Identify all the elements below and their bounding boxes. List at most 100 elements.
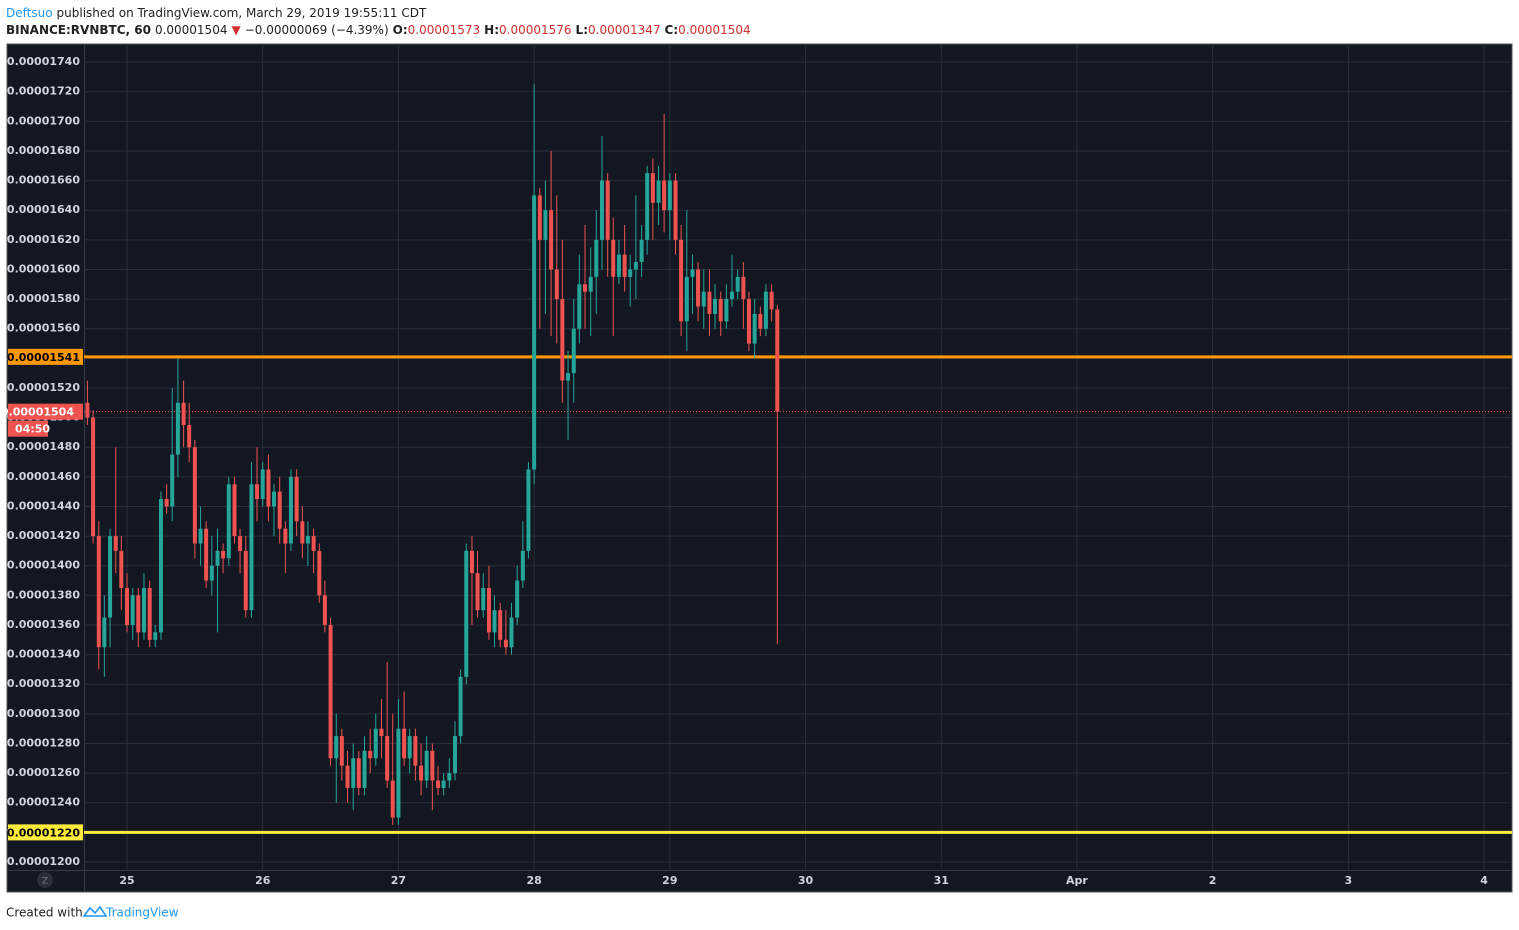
ohlc-label: C: — [665, 23, 679, 37]
symbol: BINANCE:RVNBTC, 60 — [6, 23, 151, 37]
candle-body — [475, 573, 480, 611]
candle-body — [469, 550, 474, 574]
last-price-bg — [8, 403, 83, 420]
candle-body — [130, 595, 135, 625]
axis-icon[interactable]: Z — [42, 877, 48, 887]
pane — [6, 43, 1513, 893]
change: −0.00000069 (−4.39%) — [245, 23, 389, 37]
candle-body — [385, 736, 390, 781]
candle-body — [746, 299, 751, 344]
candle-body — [758, 313, 763, 329]
countdown-bg — [8, 420, 48, 437]
marks — [84, 84, 1512, 834]
candle-body — [141, 587, 146, 633]
x-tick-label: Apr — [1066, 874, 1088, 887]
candle-body — [345, 765, 350, 788]
candle-body — [724, 299, 729, 322]
candle-body — [639, 239, 644, 263]
ohlc-value: 0.00001573 — [408, 23, 481, 37]
candle-body — [707, 291, 712, 314]
candle-body — [447, 773, 452, 781]
candle-body — [294, 476, 299, 522]
candle-body — [769, 291, 774, 310]
y-tick-label: 0.00001300 — [7, 707, 80, 720]
y-tick-label: 0.00001400 — [7, 559, 80, 572]
candle-body — [187, 425, 192, 448]
candle-body — [334, 736, 339, 759]
candle-body — [628, 269, 633, 277]
candle-body — [633, 262, 638, 270]
price-label-bg — [8, 348, 83, 365]
y-tick-label: 0.00001680 — [7, 144, 80, 157]
axis-icon-bg[interactable] — [37, 872, 53, 888]
candle-body — [402, 728, 407, 759]
footer-brand[interactable]: TradingView — [105, 906, 179, 920]
candle-body — [368, 750, 373, 759]
candle-body — [396, 728, 401, 818]
x-tick-label: 25 — [119, 874, 134, 887]
candle-body — [458, 676, 463, 737]
y-tick-label: 0.00001560 — [7, 322, 80, 335]
author[interactable]: Deftsuo — [6, 6, 53, 20]
candle-body — [741, 276, 746, 300]
candle-body — [424, 750, 429, 781]
candle-body — [543, 210, 548, 240]
candle-body — [775, 309, 780, 412]
candle-body — [763, 291, 768, 329]
y-tick-label: 0.00001520 — [7, 381, 80, 394]
candle-body — [673, 180, 678, 240]
y-tick-label: 0.00001620 — [7, 233, 80, 246]
x-tick-label: 2 — [1209, 874, 1217, 887]
y-tick-label: 0.00001460 — [7, 470, 80, 483]
y-tick-label: 0.00001720 — [7, 85, 80, 98]
published: published on TradingView.com, March 29, … — [57, 6, 427, 20]
candle-body — [645, 173, 650, 240]
candle-body — [583, 284, 588, 292]
candle-body — [441, 780, 446, 788]
ohlc-label: O: — [393, 23, 408, 37]
header-line-1: Deftsuo published on TradingView.com, Mar… — [6, 6, 427, 20]
candle-body — [91, 417, 96, 537]
candle-body — [102, 617, 107, 648]
x-tick-label: 27 — [391, 874, 406, 887]
candle-body — [322, 595, 327, 625]
candle-body — [729, 291, 734, 300]
candle-body — [181, 402, 186, 426]
candle-body — [515, 580, 520, 618]
candle-body — [277, 491, 282, 529]
candle-body — [486, 587, 491, 633]
candle-body — [464, 550, 469, 677]
footer-created: Created with — [6, 906, 83, 920]
candle-body — [690, 269, 695, 277]
candle-body — [362, 750, 367, 788]
candle-body — [752, 313, 757, 344]
candle-body — [153, 632, 158, 640]
candle-body — [339, 736, 344, 766]
candle-body — [481, 587, 486, 611]
candle-body — [283, 528, 288, 544]
candle-body — [611, 239, 616, 277]
candle-body — [684, 276, 689, 322]
candle-body — [662, 180, 667, 211]
candle-body — [667, 180, 672, 211]
candle-body — [113, 536, 118, 551]
candle-body — [238, 536, 243, 551]
last-price-label: 0.00001504 — [1, 406, 74, 419]
candle-body — [571, 328, 576, 374]
candle-body — [260, 469, 265, 500]
candle-body — [566, 373, 571, 381]
candle-body — [255, 484, 260, 500]
candle-body — [170, 454, 175, 507]
candle-body — [119, 550, 124, 588]
candle-body — [696, 269, 701, 307]
candle-body — [453, 736, 458, 774]
ohlc-value: 0.00001576 — [499, 23, 572, 37]
candle-body — [175, 402, 180, 455]
labels: 0.00001200 0.00001220 0.00001240 0.00001260… — [1, 55, 1488, 887]
candle-body — [373, 728, 378, 759]
candle-body — [622, 254, 627, 277]
candle-body — [577, 284, 582, 329]
candle-body — [317, 550, 322, 596]
y-tick-label: 0.00001480 — [7, 440, 80, 453]
candle-body — [226, 484, 231, 559]
